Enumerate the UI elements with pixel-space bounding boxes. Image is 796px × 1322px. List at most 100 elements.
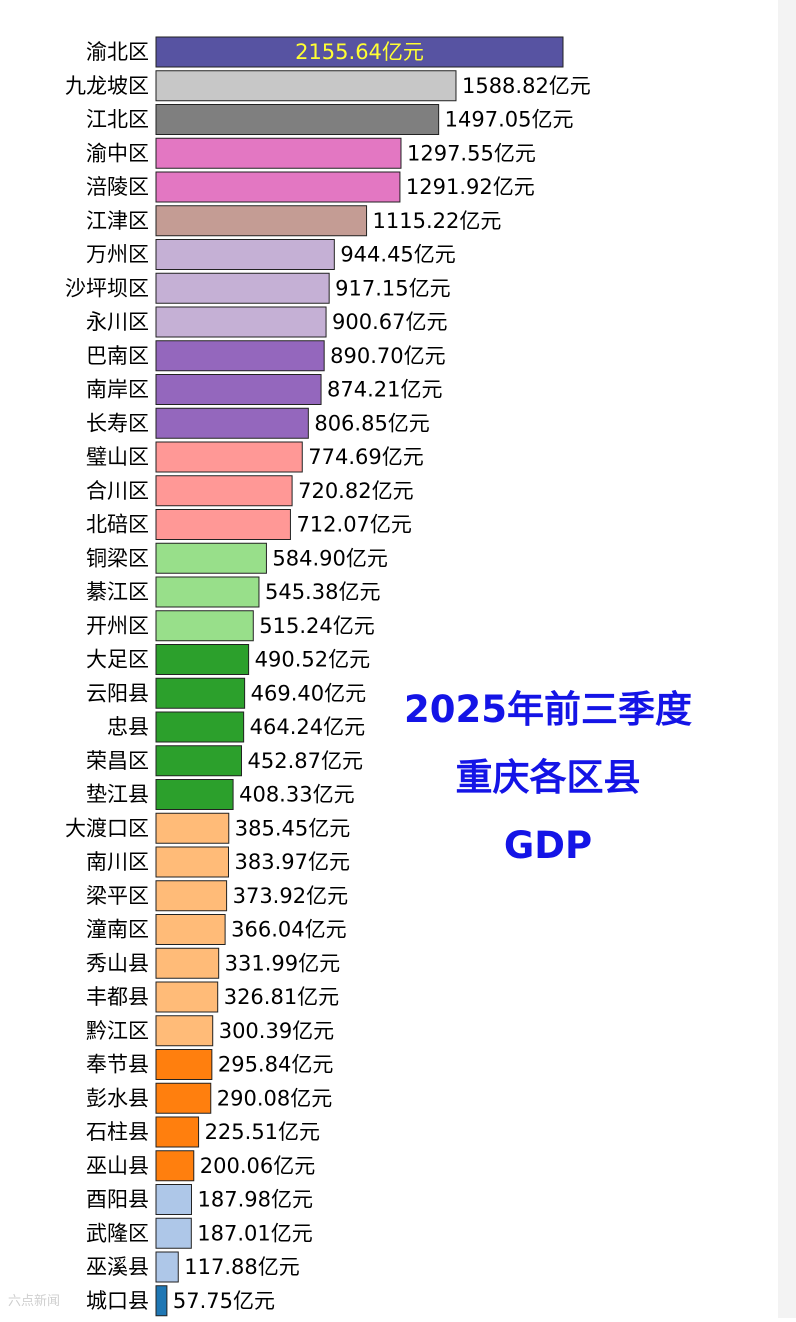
category-label: 江北区 (86, 108, 149, 132)
bar (155, 171, 401, 203)
value-label: 1497.05亿元 (445, 108, 574, 132)
bar (155, 745, 243, 777)
value-label: 917.15亿元 (335, 276, 450, 300)
bar (155, 137, 402, 169)
bar (155, 846, 229, 878)
value-label: 331.99亿元 (225, 951, 340, 975)
value-label: 464.24亿元 (250, 715, 365, 739)
category-label: 綦江区 (86, 580, 149, 604)
bar (155, 812, 230, 844)
value-label: 366.04亿元 (231, 918, 346, 942)
category-label: 梁平区 (86, 884, 149, 908)
bar (155, 374, 322, 405)
category-label: 万州区 (86, 243, 149, 267)
category-label: 永川区 (86, 310, 149, 334)
title-line-2: 重庆各区县 (455, 756, 641, 799)
category-label: 潼南区 (86, 918, 149, 942)
bar (155, 475, 293, 507)
category-label: 九龙坡区 (65, 74, 149, 98)
category-label: 南岸区 (86, 378, 149, 402)
category-label: 云阳县 (86, 681, 149, 705)
bar (155, 272, 330, 304)
value-label: 1291.92亿元 (406, 175, 535, 199)
category-label: 丰都县 (86, 985, 149, 1009)
category-label: 石柱县 (86, 1120, 149, 1144)
value-label: 295.84亿元 (218, 1053, 333, 1077)
value-label: 57.75亿元 (173, 1289, 275, 1313)
bar (155, 407, 309, 439)
bar (155, 677, 246, 709)
category-label: 北碚区 (86, 513, 149, 537)
category-label: 武隆区 (86, 1221, 149, 1245)
bar (155, 205, 368, 237)
category-label: 合川区 (86, 479, 149, 503)
value-label: 385.45亿元 (235, 816, 350, 840)
category-label: 城口县 (86, 1289, 149, 1313)
value-label: 373.92亿元 (233, 884, 348, 908)
value-label: 900.67亿元 (332, 310, 447, 334)
category-label: 黔江区 (86, 1019, 149, 1043)
value-label: 1588.82亿元 (462, 74, 591, 98)
value-label: 584.90亿元 (272, 546, 387, 570)
category-label: 酉阳县 (86, 1188, 149, 1212)
bar (155, 36, 564, 68)
category-label: 垫江县 (86, 783, 149, 807)
bar (155, 340, 325, 372)
category-label: 彭水县 (86, 1086, 149, 1110)
bar (155, 542, 267, 574)
category-label: 忠县 (107, 715, 149, 739)
bar (155, 947, 220, 979)
category-label: 大渡口区 (65, 816, 149, 840)
bar (155, 576, 260, 608)
value-label: 774.69亿元 (308, 445, 423, 469)
bar (155, 644, 250, 675)
value-label: 290.08亿元 (217, 1086, 332, 1110)
bar (155, 1049, 213, 1080)
value-label: 469.40亿元 (251, 681, 366, 705)
value-label: 874.21亿元 (327, 378, 442, 402)
value-label: 720.82亿元 (298, 479, 413, 503)
bar (155, 1285, 168, 1317)
title-line-1: 2025年前三季度 (404, 688, 692, 731)
category-label: 渝中区 (86, 141, 149, 165)
value-label: 117.88亿元 (184, 1255, 299, 1279)
category-label: 沙坪坝区 (65, 276, 149, 300)
bar (155, 1251, 179, 1283)
right-gutter (778, 0, 796, 1318)
value-label: 452.87亿元 (248, 749, 363, 773)
bar (155, 981, 219, 1013)
value-label: 515.24亿元 (259, 614, 374, 638)
category-label: 巫山县 (86, 1154, 149, 1178)
category-label: 涪陵区 (86, 175, 149, 199)
category-label: 渝北区 (86, 40, 149, 64)
value-label: 200.06亿元 (200, 1154, 315, 1178)
category-label: 南川区 (86, 850, 149, 874)
bar (155, 509, 291, 540)
value-label: 300.39亿元 (219, 1019, 334, 1043)
value-label: 806.85亿元 (314, 411, 429, 435)
category-label: 秀山县 (86, 951, 149, 975)
category-label: 奉节县 (86, 1053, 149, 1077)
bar (155, 914, 226, 945)
bar (155, 1116, 200, 1148)
category-label: 长寿区 (86, 411, 149, 435)
category-label: 铜梁区 (86, 546, 149, 570)
value-label: 890.70亿元 (330, 344, 445, 368)
category-label: 巫溪县 (86, 1255, 149, 1279)
value-label: 1297.55亿元 (407, 141, 536, 165)
title-line-3: GDP (503, 824, 593, 867)
bar (155, 1150, 195, 1182)
category-label: 璧山区 (86, 445, 149, 469)
category-label: 大足区 (86, 648, 149, 672)
category-label: 开州区 (86, 614, 149, 638)
value-label: 490.52亿元 (255, 648, 370, 672)
value-label: 1115.22亿元 (373, 209, 502, 233)
value-label: 2155.64亿元 (295, 40, 424, 64)
bar (155, 104, 440, 135)
bar (155, 610, 254, 642)
category-label: 巴南区 (86, 344, 149, 368)
bar (155, 880, 228, 912)
bar (155, 779, 234, 810)
value-label: 326.81亿元 (224, 985, 339, 1009)
